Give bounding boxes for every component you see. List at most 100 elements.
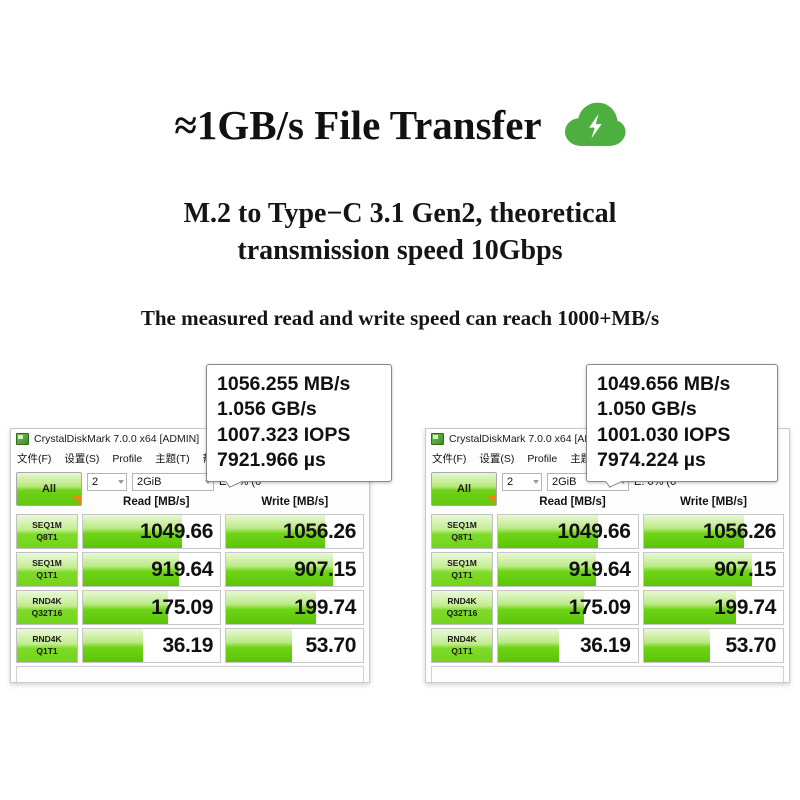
menu-item-settings[interactable]: 设置(S) [479, 453, 515, 465]
cell-read-seq1m-q1t1[interactable]: 919.64 [497, 552, 639, 587]
crystaldiskmark-window-right[interactable]: CrystalDiskMark 7.0.0 x64 [ADMIN] 文件(F) … [425, 428, 790, 683]
row-label-top: SEQ1M [32, 558, 62, 569]
row-label-bottom: Q1T1 [36, 645, 58, 656]
row-label-bottom: Q32T16 [31, 607, 63, 618]
menu-item-profile[interactable]: Profile [112, 452, 143, 465]
callout-line-us: 7974.224 µs [597, 449, 706, 472]
cell-read-rnd4k-q32t16[interactable]: 175.09 [82, 590, 221, 625]
cell-write-seq1m-q1t1[interactable]: 907.15 [642, 552, 784, 587]
write-value: 199.74 [714, 595, 776, 619]
cell-write-rnd4k-q32t16[interactable]: 199.74 [642, 590, 784, 625]
cell-read-seq1m-q8t1[interactable]: 1049.66 [497, 514, 639, 549]
read-bar [498, 629, 560, 662]
hero-note: The measured read and write speed can re… [140, 306, 660, 330]
column-header-read: Read [MB/s] [123, 495, 190, 508]
window-title: CrystalDiskMark 7.0.0 x64 [ADMIN] [449, 433, 615, 445]
read-value: 36.19 [162, 633, 213, 657]
results-table: SEQ1M Q8T1 1049.66 1056.26 SEQ1M Q1T1 91… [426, 514, 789, 663]
all-button[interactable]: All [16, 472, 82, 506]
table-row[interactable]: RND4K Q32T16 175.09 199.74 [16, 590, 364, 625]
test-count-select[interactable]: 2 [502, 472, 542, 491]
menu-item-file[interactable]: 文件(F) [432, 453, 467, 465]
cell-write-seq1m-q8t1[interactable]: 1056.26 [642, 514, 784, 549]
test-size-value: 2GiB [552, 475, 577, 488]
toolbar[interactable]: All 2 2GiB E: 0% (0 Read [MB/s] Write [M… [11, 468, 369, 514]
results-table: SEQ1M Q8T1 1049.66 1056.26 SEQ1M Q1T1 91… [11, 514, 369, 663]
cell-write-rnd4k-q1t1[interactable]: 53.70 [225, 628, 364, 663]
menu-item-profile[interactable]: Profile [527, 452, 558, 465]
table-row[interactable]: RND4K Q1T1 36.19 53.70 [16, 628, 364, 663]
row-label-top: SEQ1M [447, 520, 477, 531]
write-value: 53.70 [305, 633, 356, 657]
read-value: 175.09 [151, 595, 213, 619]
row-label-seq1m-q1t1: SEQ1M Q1T1 [431, 552, 493, 587]
write-value: 199.74 [294, 595, 356, 619]
test-size-select[interactable]: 2GiB [132, 472, 214, 491]
row-label-rnd4k-q32t16: RND4K Q32T16 [16, 590, 78, 625]
hero-subtitle-line2: transmission speed 10Gbps [237, 234, 563, 266]
all-button[interactable]: All [431, 472, 497, 506]
menu-item-settings[interactable]: 设置(S) [64, 453, 100, 465]
callout-line-mbs: 1056.255 MB/s [217, 373, 351, 395]
write-bar [226, 591, 317, 624]
callout-line-iops: 1001.030 IOPS [597, 423, 731, 446]
write-bar [643, 553, 753, 586]
cell-read-rnd4k-q1t1[interactable]: 36.19 [497, 628, 639, 663]
row-label-top: RND4K [447, 634, 477, 645]
table-row[interactable]: SEQ1M Q8T1 1049.66 1056.26 [431, 514, 784, 549]
menu-item-file[interactable]: 文件(F) [17, 453, 52, 465]
table-row[interactable]: RND4K Q1T1 36.19 53.70 [431, 628, 784, 663]
table-row[interactable]: SEQ1M Q8T1 1049.66 1056.26 [16, 514, 364, 549]
cell-read-rnd4k-q32t16[interactable]: 175.09 [497, 590, 639, 625]
row-label-top: RND4K [32, 596, 62, 607]
column-header-read: Read [MB/s] [539, 495, 606, 508]
crystaldiskmark-window-left[interactable]: CrystalDiskMark 7.0.0 x64 [ADMIN] 文件(F) … [10, 428, 370, 683]
read-bar [83, 553, 179, 586]
test-size-value: 2GiB [137, 475, 162, 488]
write-value: 53.70 [725, 633, 776, 657]
table-row[interactable]: RND4K Q32T16 175.09 199.74 [431, 590, 784, 625]
cell-read-seq1m-q1t1[interactable]: 919.64 [82, 552, 221, 587]
row-label-top: RND4K [447, 596, 477, 607]
chevron-down-icon [118, 479, 124, 484]
hero-title-row: ≈1GB/s File Transfer [0, 100, 800, 150]
table-row[interactable]: SEQ1M Q1T1 919.64 907.15 [16, 552, 364, 587]
read-bar [498, 553, 596, 586]
menu-item-theme[interactable]: 主题(T) [155, 453, 190, 465]
read-value: 36.19 [579, 633, 631, 657]
cell-write-seq1m-q8t1[interactable]: 1056.26 [225, 514, 364, 549]
callout-right: 1049.656 MB/s 1.050 GB/s 1001.030 IOPS 7… [586, 364, 778, 483]
window-title: CrystalDiskMark 7.0.0 x64 [ADMIN] [34, 433, 200, 445]
cell-write-rnd4k-q1t1[interactable]: 53.70 [642, 628, 784, 663]
test-count-value: 2 [92, 475, 99, 488]
callout-left: 1056.255 MB/s 1.056 GB/s 1007.323 IOPS 7… [206, 364, 392, 483]
column-headers: Read [MB/s] Write [MB/s] [87, 491, 364, 512]
read-bar [83, 629, 144, 662]
cell-write-rnd4k-q32t16[interactable]: 199.74 [225, 590, 364, 625]
column-header-write: Write [MB/s] [680, 495, 747, 508]
callout-line-us: 7921.966 µs [217, 449, 326, 472]
cell-read-seq1m-q8t1[interactable]: 1049.66 [82, 514, 221, 549]
row-label-bottom: Q8T1 [451, 531, 473, 542]
row-label-bottom: Q1T1 [451, 569, 473, 580]
table-row[interactable]: SEQ1M Q1T1 919.64 907.15 [431, 552, 784, 587]
write-bar [226, 629, 292, 662]
row-label-rnd4k-q32t16: RND4K Q32T16 [431, 590, 493, 625]
read-bar [83, 515, 182, 548]
row-label-top: SEQ1M [447, 558, 477, 569]
callout-line-mbs: 1049.656 MB/s [597, 373, 731, 395]
cell-write-seq1m-q1t1[interactable]: 907.15 [225, 552, 364, 587]
read-bar [83, 591, 168, 624]
test-count-select[interactable]: 2 [87, 472, 127, 491]
row-label-top: RND4K [32, 634, 62, 645]
read-bar [498, 591, 585, 624]
callout-tail [225, 481, 243, 490]
row-label-rnd4k-q1t1: RND4K Q1T1 [16, 628, 78, 663]
chevron-down-icon [533, 479, 539, 484]
row-label-seq1m-q1t1: SEQ1M Q1T1 [16, 552, 78, 587]
row-label-bottom: Q8T1 [36, 531, 58, 542]
row-label-bottom: Q1T1 [36, 569, 58, 580]
read-value: 175.09 [568, 595, 631, 619]
write-bar [643, 591, 736, 624]
cell-read-rnd4k-q1t1[interactable]: 36.19 [82, 628, 221, 663]
